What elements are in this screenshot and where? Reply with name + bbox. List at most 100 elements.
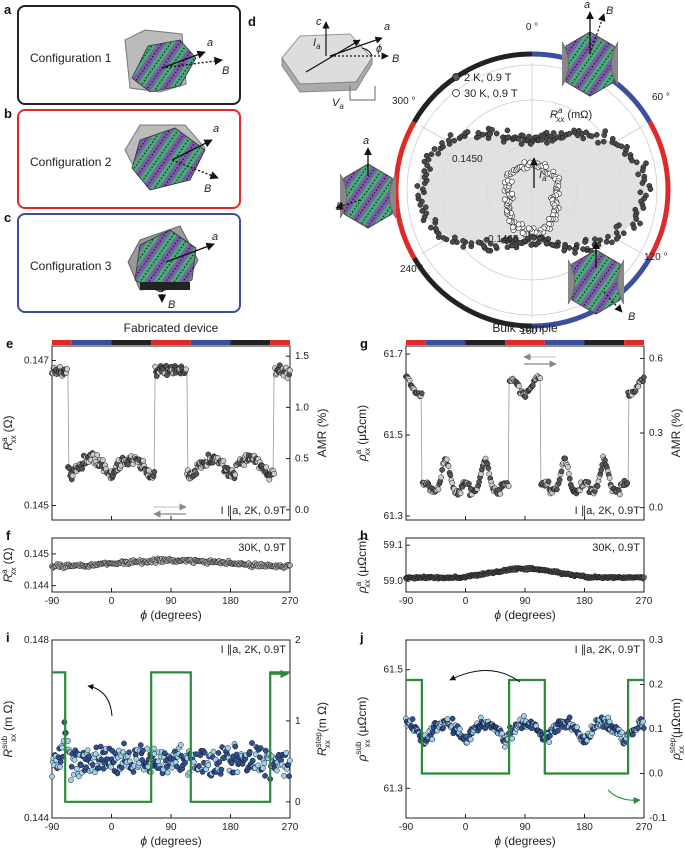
angle-label-240: 240 ° (400, 264, 423, 275)
x-tick-label: 270 (282, 822, 299, 833)
step-line (52, 671, 290, 803)
polar-point-2k (421, 168, 428, 174)
x-tick-label: -90 (45, 596, 60, 607)
data-point (635, 383, 642, 390)
y-tick-label: 59.1 (384, 540, 404, 551)
chart-e: e Fabricated device 0.147 0.145 Raxx(Ω) 1.5 1.… (0, 321, 329, 521)
data-point (546, 739, 553, 745)
polar-point-2k (601, 132, 608, 139)
x-tick-label: 270 (282, 596, 299, 607)
config-segment (230, 340, 271, 345)
config-segment (505, 340, 545, 345)
data-point (241, 462, 247, 469)
polar-point-2k (543, 240, 550, 247)
data-point (205, 762, 212, 769)
y-axis-label: ρaxx(μΩcm) (354, 405, 372, 462)
polar-points-30k (501, 159, 563, 237)
polar-point-2k (500, 237, 507, 244)
panel-title-e: Fabricated device (124, 321, 219, 335)
data-point (78, 762, 84, 769)
data-point (606, 475, 613, 481)
x-tick-label: -90 (399, 822, 414, 833)
angle-label-0: 0 ° (526, 22, 538, 33)
data-point (616, 491, 623, 498)
data-point (555, 727, 561, 734)
y2-axis-label: AMR (%) (315, 409, 329, 458)
y-axis-label: Raxx(Ω) (0, 415, 18, 450)
panel-letter-f: f (6, 528, 11, 543)
data-point (261, 760, 268, 767)
polar-point-2k (592, 236, 598, 243)
polar-current-label: Ia (539, 169, 547, 183)
data-point (257, 754, 263, 761)
crystal-2: a B (124, 123, 219, 195)
config-1-frame (17, 5, 241, 105)
x-tick-label: 180 (222, 822, 239, 833)
chart-g: g Bulk sample 61.7 61.5 61.3 ρaxx(μΩcm) 0.6 0.3… (354, 321, 683, 522)
data-point (286, 757, 293, 764)
data-point (99, 457, 106, 463)
y2-axis-label: ρstepxx(μΩcm) (668, 698, 685, 761)
polar-point-2k (639, 180, 646, 186)
data-point (257, 745, 264, 751)
polar-angle-labels: 0 ° 60 ° 120 ° 180 ° 240 ° 300 ° (392, 22, 670, 337)
data-point (630, 731, 636, 738)
data-point (547, 733, 553, 739)
sketch-b-label: B (392, 53, 399, 65)
polar-point-2k (431, 146, 438, 152)
y-tick-label: 61.3 (384, 511, 404, 522)
polar-point-2k (572, 250, 578, 256)
panel-annotation: I ∥a, 2K, 0.9T (575, 644, 641, 656)
a-axis-label-2: a (213, 123, 219, 135)
data-point (190, 759, 197, 765)
data-point (183, 366, 189, 373)
y-axis-label: Rsubxx(m Ω) (0, 701, 18, 758)
x-tick-label: 0 (109, 596, 115, 607)
panel-letter-i: i (6, 630, 10, 645)
data-point (435, 486, 442, 493)
polar-point-2k (633, 159, 640, 166)
y-tick-label: 61.3 (384, 783, 404, 794)
polar-point-2k (487, 240, 494, 247)
step-line (406, 678, 644, 775)
y-tick-label: 59.0 (384, 576, 404, 587)
polar-point-2k (539, 136, 545, 143)
polar-point-2k (531, 234, 537, 241)
polar-point-2k (475, 239, 482, 246)
data-point (263, 464, 270, 471)
sketch-a-label: a (384, 21, 390, 33)
data-point (121, 740, 127, 747)
data-point (640, 725, 647, 731)
y2-tick-label: 0.0 (649, 769, 663, 780)
data-point (249, 740, 255, 746)
x-axis-label: ϕ (degrees) (494, 834, 555, 848)
data-point (466, 480, 472, 487)
sketch-va-label: Va (332, 97, 344, 111)
sketch-phi-label: ϕ (376, 43, 382, 55)
polar-point-2k (460, 237, 466, 244)
data-point (522, 394, 529, 400)
config-segment (584, 340, 625, 345)
polar-point-2k (439, 140, 445, 146)
data-point (79, 465, 85, 472)
y2-tick-label: 0.0 (295, 505, 309, 516)
data-point (409, 716, 416, 722)
x-axis-label: ϕ (degrees) (140, 834, 201, 848)
polar-point-2k (493, 130, 500, 137)
config-panel-b: b Configuration 2 a B (4, 106, 241, 209)
data-point (602, 457, 608, 464)
config-segment (151, 340, 191, 345)
data-point (485, 465, 492, 471)
data-point (210, 748, 217, 755)
polar-point-2k (580, 135, 587, 142)
polar-point-2k (424, 162, 431, 169)
data-point (254, 762, 261, 769)
x-tick-label: 0 (463, 822, 469, 833)
polar-point-30k (521, 159, 528, 166)
data-point (161, 750, 168, 756)
data-point (273, 767, 280, 774)
data-point (215, 750, 222, 756)
legend-30k: 30 K, 0.9 T (464, 88, 518, 100)
polar-ring-segment (647, 120, 671, 260)
polar-point-30k (519, 229, 526, 236)
